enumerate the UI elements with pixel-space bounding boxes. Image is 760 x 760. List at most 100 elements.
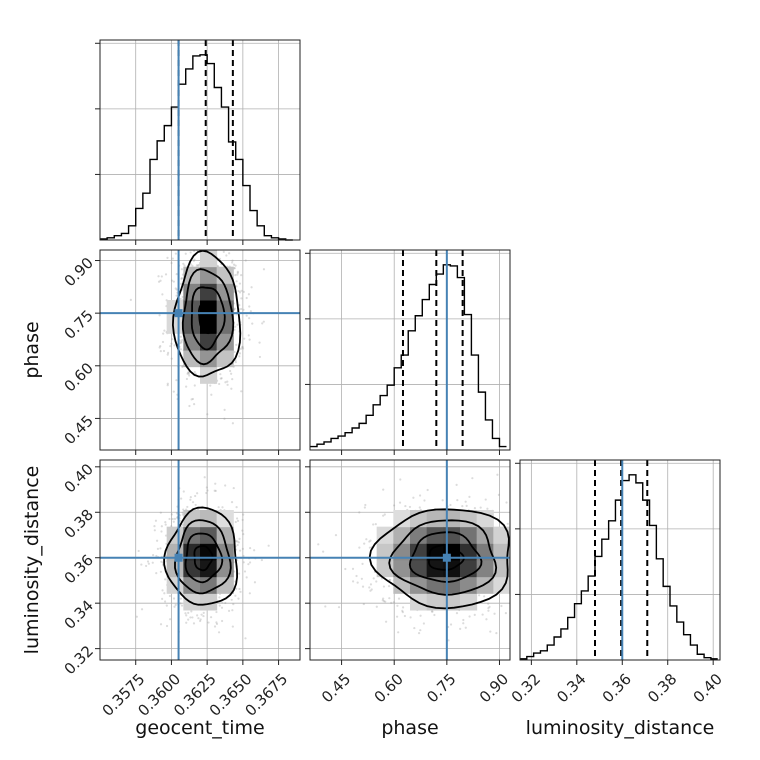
scatter-point [206, 413, 209, 416]
scatter-point [193, 384, 196, 387]
scatter-point [172, 390, 175, 393]
scatter-point [163, 600, 167, 603]
scatter-point [135, 615, 138, 618]
scatter-point [365, 538, 368, 541]
scatter-point [205, 491, 208, 495]
scatter-point [180, 282, 183, 285]
contour-level [198, 300, 217, 335]
scatter-point [162, 332, 165, 335]
scatter-point [238, 291, 242, 294]
scatter-point [189, 251, 192, 254]
scatter-point [234, 520, 237, 524]
scatter-point [215, 610, 218, 614]
scatter-point [382, 514, 385, 517]
scatter-point [358, 511, 361, 514]
scatter-point [193, 250, 196, 253]
scatter-point [166, 256, 169, 260]
scatter-point [473, 507, 477, 510]
scatter-point [541, 548, 543, 550]
scatter-point [160, 530, 163, 533]
scatter-point [161, 589, 164, 592]
scatter-point [189, 495, 192, 499]
scatter-point [245, 296, 248, 300]
scatter-point [523, 522, 525, 524]
scatter-point [527, 568, 529, 570]
scatter-point [207, 621, 210, 624]
scatter-point [179, 297, 182, 301]
scatter-point [163, 329, 166, 332]
scatter-point [140, 563, 143, 566]
scatter-point [137, 549, 140, 553]
density-cell [393, 526, 411, 544]
scatter-point [430, 610, 434, 613]
scatter-point [235, 539, 238, 543]
scatter-point [193, 258, 196, 261]
scatter-point [172, 597, 176, 600]
scatter-point [170, 261, 173, 265]
panel-frame [99, 39, 301, 241]
scatter-point [383, 513, 386, 516]
density-cell [216, 333, 234, 351]
scatter-point [180, 276, 183, 280]
scatter-point [199, 618, 202, 621]
scatter-point [238, 537, 241, 540]
density-cell [200, 593, 218, 611]
scatter-point [159, 511, 162, 514]
scatter-point [358, 546, 361, 549]
scatter-point [355, 574, 358, 578]
scatter-point [220, 619, 224, 623]
scatter-point [163, 592, 166, 595]
scatter-point [245, 576, 248, 579]
scatter-point [244, 259, 247, 262]
scatter-point [351, 580, 355, 583]
scatter-point [243, 570, 247, 573]
scatter-point [497, 493, 500, 496]
scatter-point [233, 307, 237, 310]
scatter-point [193, 370, 196, 374]
y-tick-label: 0.90 [61, 254, 97, 290]
scatter-point [262, 268, 266, 271]
scatter-point [557, 524, 559, 526]
scatter-point [247, 293, 250, 296]
scatter-point [161, 597, 164, 600]
scatter-point [397, 597, 401, 600]
scatter-point [464, 626, 467, 629]
scatter-point [231, 259, 234, 262]
scatter-point [534, 546, 536, 548]
panel-frame [99, 459, 301, 661]
scatter-point [188, 404, 191, 408]
scatter-point [230, 387, 233, 390]
scatter-point [403, 614, 406, 618]
scatter-point [564, 552, 566, 554]
scatter-point [487, 609, 490, 612]
scatter-point [527, 543, 529, 545]
y-tick-label: 0.36 [61, 551, 97, 587]
scatter-point [220, 606, 224, 609]
scatter-point [447, 639, 450, 642]
scatter-point [185, 385, 188, 388]
scatter-point [462, 618, 465, 622]
scatter-point [202, 614, 205, 618]
x-axis-label-phase: phase [381, 717, 438, 739]
scatter-point [370, 588, 373, 591]
scatter-point [164, 534, 168, 537]
scatter-point [249, 310, 252, 313]
scatter-point [192, 259, 196, 262]
panel-frame [99, 249, 301, 451]
scatter-point [258, 341, 261, 344]
scatter-point [241, 345, 244, 349]
scatter-point [237, 597, 240, 600]
density-cell [200, 560, 218, 578]
scatter-point [374, 523, 377, 526]
scatter-point [185, 614, 188, 617]
x-tick-label: 0.45 [318, 670, 354, 706]
scatter-point [214, 489, 217, 492]
scatter-point [194, 503, 197, 507]
scatter-point [322, 550, 325, 553]
scatter-point [202, 611, 205, 614]
scatter-point [165, 624, 169, 628]
scatter-point [218, 257, 222, 260]
scatter-point [390, 601, 393, 604]
scatter-point [369, 583, 373, 586]
scatter-point [209, 384, 212, 387]
